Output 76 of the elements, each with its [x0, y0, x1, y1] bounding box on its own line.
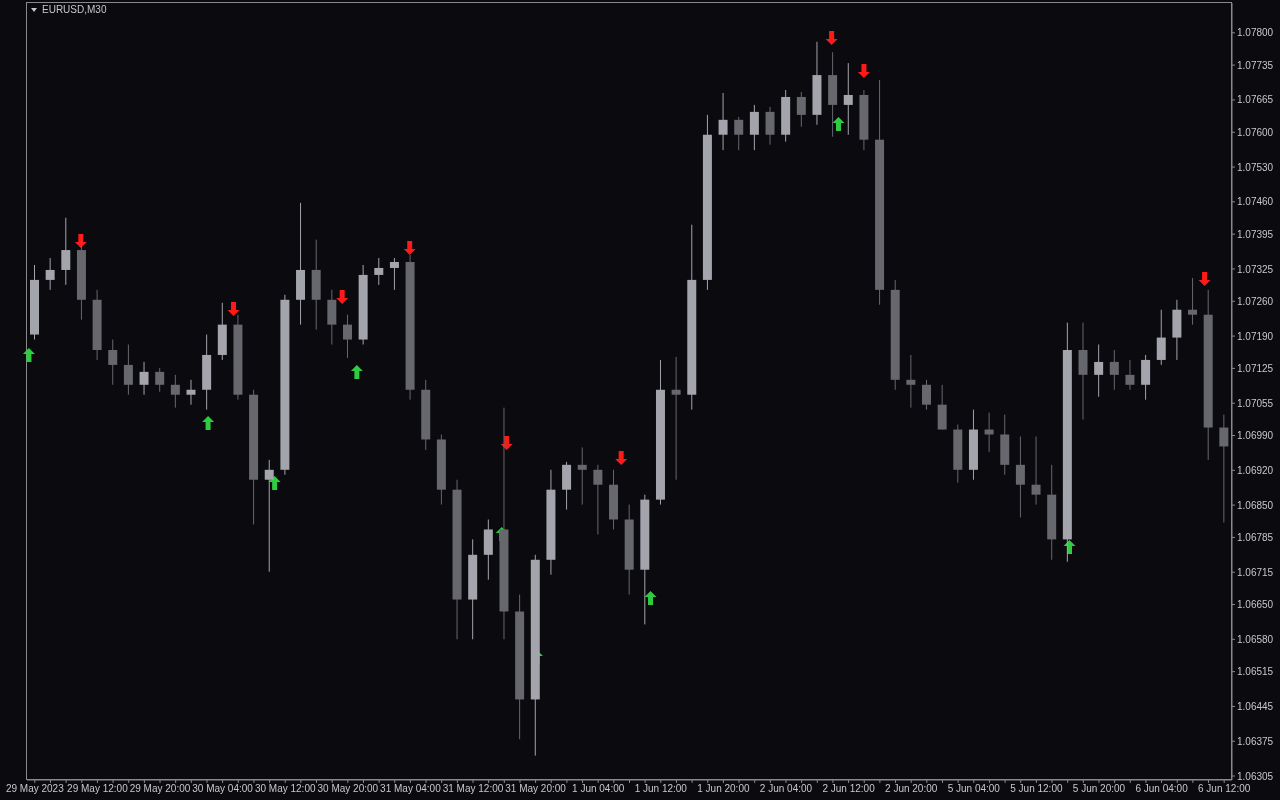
- x-tick-label: 6 Jun 12:00: [1198, 783, 1251, 795]
- x-tick-label: 2 Jun 20:00: [885, 783, 938, 795]
- x-tick-label: 5 Jun 20:00: [1072, 783, 1126, 795]
- candlestick: [139, 361, 149, 396]
- candlestick: [796, 91, 806, 128]
- y-tick-label: 1.06990: [1237, 430, 1274, 442]
- candlestick: [749, 104, 759, 151]
- y-tick-label: 1.07460: [1237, 196, 1274, 208]
- candlestick: [1031, 435, 1041, 506]
- x-tick-label: 1 Jun 04:00: [572, 783, 625, 795]
- candlestick: [374, 257, 384, 286]
- y-tick-label: 1.07125: [1237, 362, 1274, 374]
- x-tick-label: 1 Jun 12:00: [634, 783, 688, 795]
- x-tick-label: 31 May 12:00: [442, 783, 504, 795]
- y-tick-label: 1.06715: [1237, 566, 1274, 578]
- candlestick: [1015, 435, 1025, 519]
- y-tick-label: 1.06850: [1237, 499, 1274, 511]
- candlestick: [1094, 344, 1104, 398]
- y-tick-label: 1.07325: [1237, 263, 1274, 275]
- candlestick: [1109, 349, 1119, 391]
- candlestick: [843, 62, 853, 136]
- candlestick: [108, 339, 118, 386]
- x-tick-label: 29 May 2023: [5, 783, 65, 795]
- candlestick: [1156, 309, 1166, 366]
- candlestick: [155, 367, 165, 393]
- x-tick-label: 29 May 12:00: [67, 783, 129, 795]
- candlestick: [922, 379, 932, 411]
- x-tick-label: 5 Jun 12:00: [1010, 783, 1063, 795]
- candlestick: [984, 412, 994, 453]
- candlestick: [906, 354, 916, 409]
- y-tick-label: 1.07190: [1237, 330, 1274, 342]
- candlestick: [1219, 414, 1229, 523]
- candlestick: [734, 116, 744, 151]
- y-tick-label: 1.07800: [1237, 27, 1274, 39]
- y-tick-label: 1.06650: [1237, 599, 1274, 611]
- candlestick: [671, 356, 681, 481]
- y-tick-label: 1.07735: [1237, 59, 1274, 71]
- x-tick-label: 29 May 20:00: [129, 783, 191, 795]
- candlestick: [264, 459, 274, 573]
- candlestick: [389, 257, 399, 291]
- y-tick-label: 1.06785: [1237, 531, 1274, 543]
- candlestick: [186, 379, 196, 406]
- candlestick: [123, 344, 133, 396]
- candlestick: [593, 464, 603, 535]
- x-tick-label: 31 May 04:00: [380, 783, 442, 795]
- candlestick: [577, 446, 587, 506]
- x-tick-label: 30 May 20:00: [317, 783, 379, 795]
- candlestick: [342, 314, 352, 359]
- y-tick-label: 1.07600: [1237, 126, 1274, 138]
- y-tick-label: 1.07530: [1237, 161, 1274, 173]
- y-tick-label: 1.06920: [1237, 464, 1274, 476]
- x-tick-label: 5 Jun 04:00: [947, 783, 1001, 795]
- x-tick-label: 2 Jun 04:00: [759, 783, 813, 795]
- chart-title: EURUSD,M30: [42, 4, 107, 15]
- candlestick: [45, 257, 55, 291]
- x-tick-label: 2 Jun 12:00: [822, 783, 876, 795]
- candlestick: [1188, 277, 1198, 326]
- candlestick: [765, 106, 775, 146]
- y-tick-label: 1.06515: [1237, 666, 1274, 678]
- y-tick-label: 1.07260: [1237, 295, 1274, 307]
- y-tick-label: 1.07395: [1237, 228, 1274, 240]
- candlestick: [1125, 359, 1135, 391]
- candlestick: [718, 92, 728, 151]
- y-tick-label: 1.07055: [1237, 397, 1274, 409]
- candlestick: [170, 374, 180, 409]
- candlestick: [61, 217, 71, 286]
- x-tick-label: 30 May 12:00: [254, 783, 316, 795]
- y-tick-label: 1.06305: [1237, 770, 1274, 782]
- x-tick-label: 30 May 04:00: [192, 783, 254, 795]
- y-tick-label: 1.06375: [1237, 735, 1274, 747]
- y-tick-label: 1.06445: [1237, 700, 1274, 712]
- y-tick-label: 1.07665: [1237, 94, 1274, 106]
- x-tick-label: 31 May 20:00: [505, 783, 567, 795]
- x-tick-label: 6 Jun 04:00: [1135, 783, 1189, 795]
- x-tick-label: 1 Jun 20:00: [697, 783, 750, 795]
- y-tick-label: 1.06580: [1237, 633, 1274, 645]
